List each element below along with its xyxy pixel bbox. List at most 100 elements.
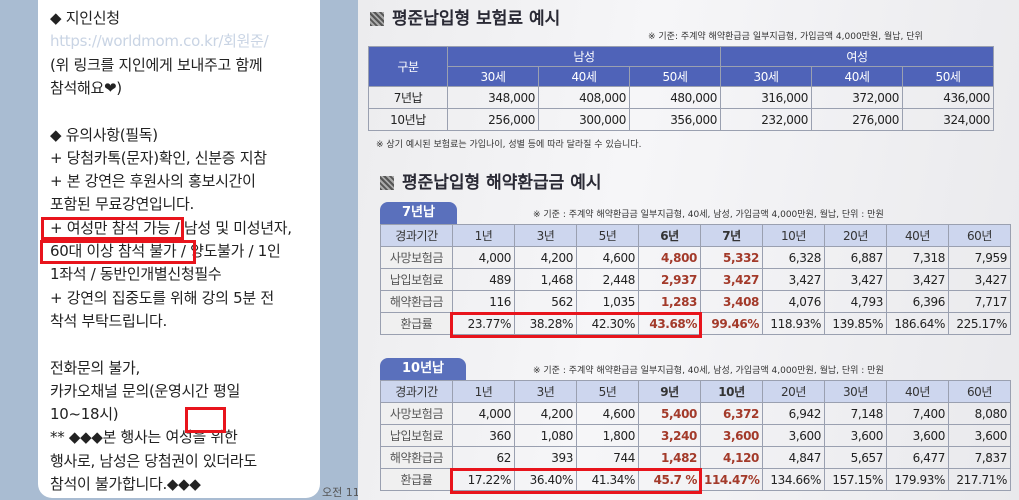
table-cell: 1,035 <box>576 290 639 313</box>
table-cell: 480,000 <box>628 86 722 109</box>
table-cell: 134.66% <box>762 468 825 491</box>
highlight-box <box>185 407 226 433</box>
table-cell: 1,283 <box>638 290 701 313</box>
header-cell: 20년 <box>762 380 825 403</box>
table-cell: 4,076 <box>762 290 825 313</box>
table-cell: 3,427 <box>762 268 825 291</box>
header-cell: 30년 <box>824 380 887 403</box>
message-line: (위 링크를 지인에게 보내주고 함께 <box>50 55 263 74</box>
header-cell: 3년 <box>514 380 577 403</box>
table-cell: 5,400 <box>638 402 701 425</box>
header-cell: 40년 <box>886 380 949 403</box>
table-cell: 4,600 <box>576 246 639 269</box>
highlight-box <box>450 312 702 338</box>
premium-table: 구분 남성 여성 30세 40세 50세 30세 40세 50세 7년납 348,000 408,00… <box>368 46 995 131</box>
refund-table: 경과기간 1년 3년 5년 6년 7년 10년 20년 40년 60년 사망보험금 4,000 4,20… <box>380 224 1011 335</box>
table-row: 납입보험료 360 1,080 1,800 3,240 3,600 3,600 3,600 3,… <box>380 424 1011 447</box>
chat-panel: ◆ 지인신청 https://worldmom.co.kr/회원준/ (위 링크를 … <box>0 0 360 500</box>
table-cell: 6,372 <box>700 402 763 425</box>
header-cell: 50세 <box>628 66 722 87</box>
message-line: 참석이 불가합니다.◆◆◆ <box>50 475 201 493</box>
table-cell: 4,600 <box>576 402 639 425</box>
header-cell: 경과기간 <box>380 224 453 247</box>
insurance-document-photo: 평준납입형 보험료 예시 ※ 기준: 주계약 해약환급금 일부지급형, 가입금액… <box>358 0 1019 500</box>
table-cell: 납입보험료 <box>380 424 453 447</box>
table-cell: 179.93% <box>886 468 949 491</box>
link[interactable]: https://worldmom.co.kr/회원준/ <box>50 32 269 51</box>
table-cell: 4,793 <box>824 290 887 313</box>
table-cell: 2,937 <box>638 268 701 291</box>
table-row: 10년납 256,000 300,000 356,000 232,000 276,000 3… <box>368 108 995 131</box>
square-bullet-icon <box>370 12 384 26</box>
table-cell: 6,328 <box>762 246 825 269</box>
table-row: 해약환급금 116 562 1,035 1,283 3,408 4,076 4,793 6,39… <box>380 290 1011 313</box>
message-line: + 강연의 집중도를 위해 강의 5분 전 <box>50 288 274 307</box>
table-cell: 225.17% <box>948 312 1011 335</box>
table-cell: 3,427 <box>824 268 887 291</box>
header-cell: 60년 <box>948 224 1011 247</box>
table-cell: 납입보험료 <box>380 268 453 291</box>
refund-note: ※ 기준 : 주계약 해약환급금 일부지급형, 40세, 남성, 가입금액 4,… <box>533 210 884 220</box>
table-cell: 7,717 <box>948 290 1011 313</box>
table-cell: 157.15% <box>824 468 887 491</box>
header-cell: 10년 <box>700 380 763 403</box>
table-cell: 4,200 <box>514 246 577 269</box>
table-cell: 356,000 <box>628 108 722 131</box>
table-row: 사망보험금 4,000 4,200 4,600 4,800 5,332 6,328 6,887… <box>380 246 1011 269</box>
table-cell: 3,600 <box>886 424 949 447</box>
header-cell: 1년 <box>452 380 515 403</box>
message-line: + 여성만 참석 가능 / 남성 및 미성년자, <box>50 218 292 237</box>
header-cell: 40년 <box>886 224 949 247</box>
header-cell: 경과기간 <box>380 380 453 403</box>
table-cell: 372,000 <box>811 86 904 109</box>
table-cell: 3,427 <box>700 268 763 291</box>
tab-label: 7년납 <box>380 202 457 224</box>
table-cell: 1,080 <box>514 424 577 447</box>
message-time: 오전 11 <box>322 486 360 499</box>
header-cell: 50세 <box>902 66 995 87</box>
table-cell: 2,448 <box>576 268 639 291</box>
table-cell: 276,000 <box>811 108 904 131</box>
message-line: 1좌석 / 동반인개별신청필수 <box>50 265 222 284</box>
table-cell: 324,000 <box>902 108 995 131</box>
table-cell: 114.47% <box>700 468 763 491</box>
table-cell: 436,000 <box>902 86 995 109</box>
square-bullet-icon <box>380 176 394 190</box>
table-cell: 7,148 <box>824 402 887 425</box>
header-cell: 1년 <box>452 224 515 247</box>
table-cell: 3,240 <box>638 424 701 447</box>
table-cell: 8,080 <box>948 402 1011 425</box>
header-cell: 30세 <box>720 66 813 87</box>
refund-title-text: 평준납입형 해약환급금 예시 <box>402 173 602 193</box>
row-label: 7년납 <box>368 86 448 109</box>
message-bubble <box>38 0 320 498</box>
table-cell: 139.85% <box>824 312 887 335</box>
header-cell: 20년 <box>824 224 887 247</box>
table-cell: 7,318 <box>886 246 949 269</box>
table-cell: 116 <box>452 290 515 313</box>
header-cell: 5년 <box>576 380 639 403</box>
table-cell: 408,000 <box>538 86 630 109</box>
header-cell: 구분 <box>368 46 448 87</box>
table-cell: 744 <box>576 446 639 469</box>
header-cell: 7년 <box>700 224 763 247</box>
table-cell: 7,400 <box>886 402 949 425</box>
premium-footnote: ※ 상기 예시된 보험료는 가입나이, 성별 등에 따라 달라질 수 있습니다. <box>376 140 642 150</box>
table-cell: 사망보험금 <box>380 402 453 425</box>
refund-table: 경과기간 1년 3년 5년 9년 10년 20년 30년 40년 60년 사망보험금 4,000 4,2… <box>380 380 1011 491</box>
table-cell: 4,120 <box>700 446 763 469</box>
table-cell: 489 <box>452 268 515 291</box>
table-cell: 118.93% <box>762 312 825 335</box>
table-cell: 6,887 <box>824 246 887 269</box>
table-cell: 4,847 <box>762 446 825 469</box>
message-line: ◆ 유의사항(필독) <box>50 125 158 144</box>
header-cell: 30세 <box>447 66 539 87</box>
message-line: 전화문의 불가, <box>50 358 140 377</box>
table-row: 7년납 348,000 408,000 480,000 316,000 372,000 43… <box>368 86 995 109</box>
table-cell: 환급률 <box>380 312 453 335</box>
header-cell: 40세 <box>811 66 904 87</box>
table-cell: 99.46% <box>700 312 763 335</box>
table-cell: 232,000 <box>720 108 813 131</box>
table-row: 사망보험금 4,000 4,200 4,600 5,400 6,372 6,942 7,148… <box>380 402 1011 425</box>
table-cell: 1,800 <box>576 424 639 447</box>
